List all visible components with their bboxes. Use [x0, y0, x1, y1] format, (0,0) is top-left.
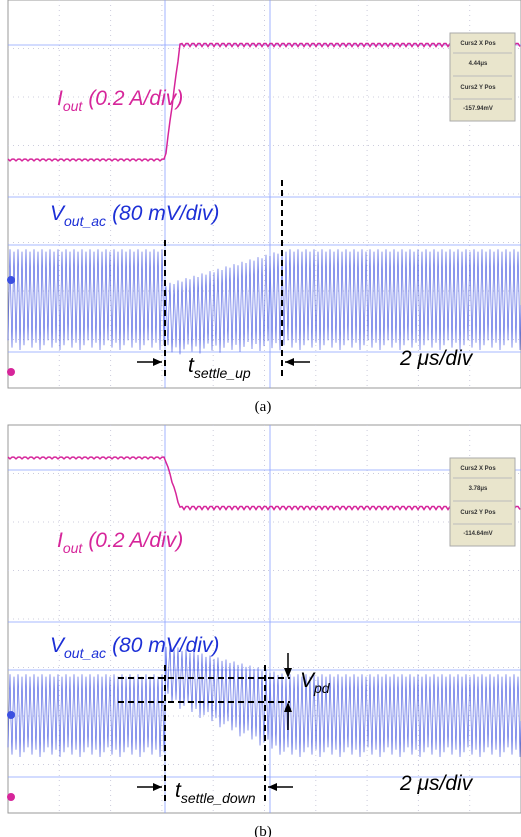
figure: Iout(0.2 A/div)Vout_ac(80 mV/div)2 μs/di…: [0, 0, 521, 837]
label-scale: (80 mV/div): [112, 202, 219, 225]
cursor-x-title: Curs2 X Pos: [460, 41, 496, 47]
cursor-y-value: -114.64mV: [463, 531, 492, 537]
timebase: 2 μs/div: [399, 772, 474, 795]
scope-screen: [8, 425, 521, 813]
channel-marker: [7, 276, 15, 284]
label-subscript: settle_down: [181, 790, 256, 806]
label-scale: (80 mV/div): [112, 634, 219, 657]
caption: (a): [255, 399, 272, 415]
label-subscript: out_ac: [64, 645, 106, 661]
label-subscript: out_ac: [64, 213, 106, 229]
timebase: 2 μs/div: [399, 347, 474, 370]
cursor-y-value: -157.94mV: [463, 106, 493, 112]
cursor-y-title: Curs2 Y Pos: [460, 85, 496, 91]
channel-marker: [7, 711, 15, 719]
label-scale: (0.2 A/div): [88, 529, 183, 552]
cursor-x-value: 3.78μs: [469, 486, 488, 492]
label-subscript: pd: [313, 680, 331, 696]
label-subscript: out: [63, 98, 84, 114]
cursor-y-title: Curs2 Y Pos: [460, 510, 496, 516]
cursor-x-value: 4.44μs: [469, 61, 488, 67]
caption: (b): [254, 824, 272, 837]
label-scale: (0.2 A/div): [88, 87, 183, 110]
label-subscript: settle_up: [194, 365, 251, 381]
channel-marker: [7, 368, 15, 376]
page: {"panel_a": { "current_label": {"symbol"…: [0, 0, 521, 837]
channel-marker: [7, 793, 15, 801]
label-subscript: out: [63, 540, 84, 556]
cursor-x-title: Curs2 X Pos: [460, 466, 496, 472]
